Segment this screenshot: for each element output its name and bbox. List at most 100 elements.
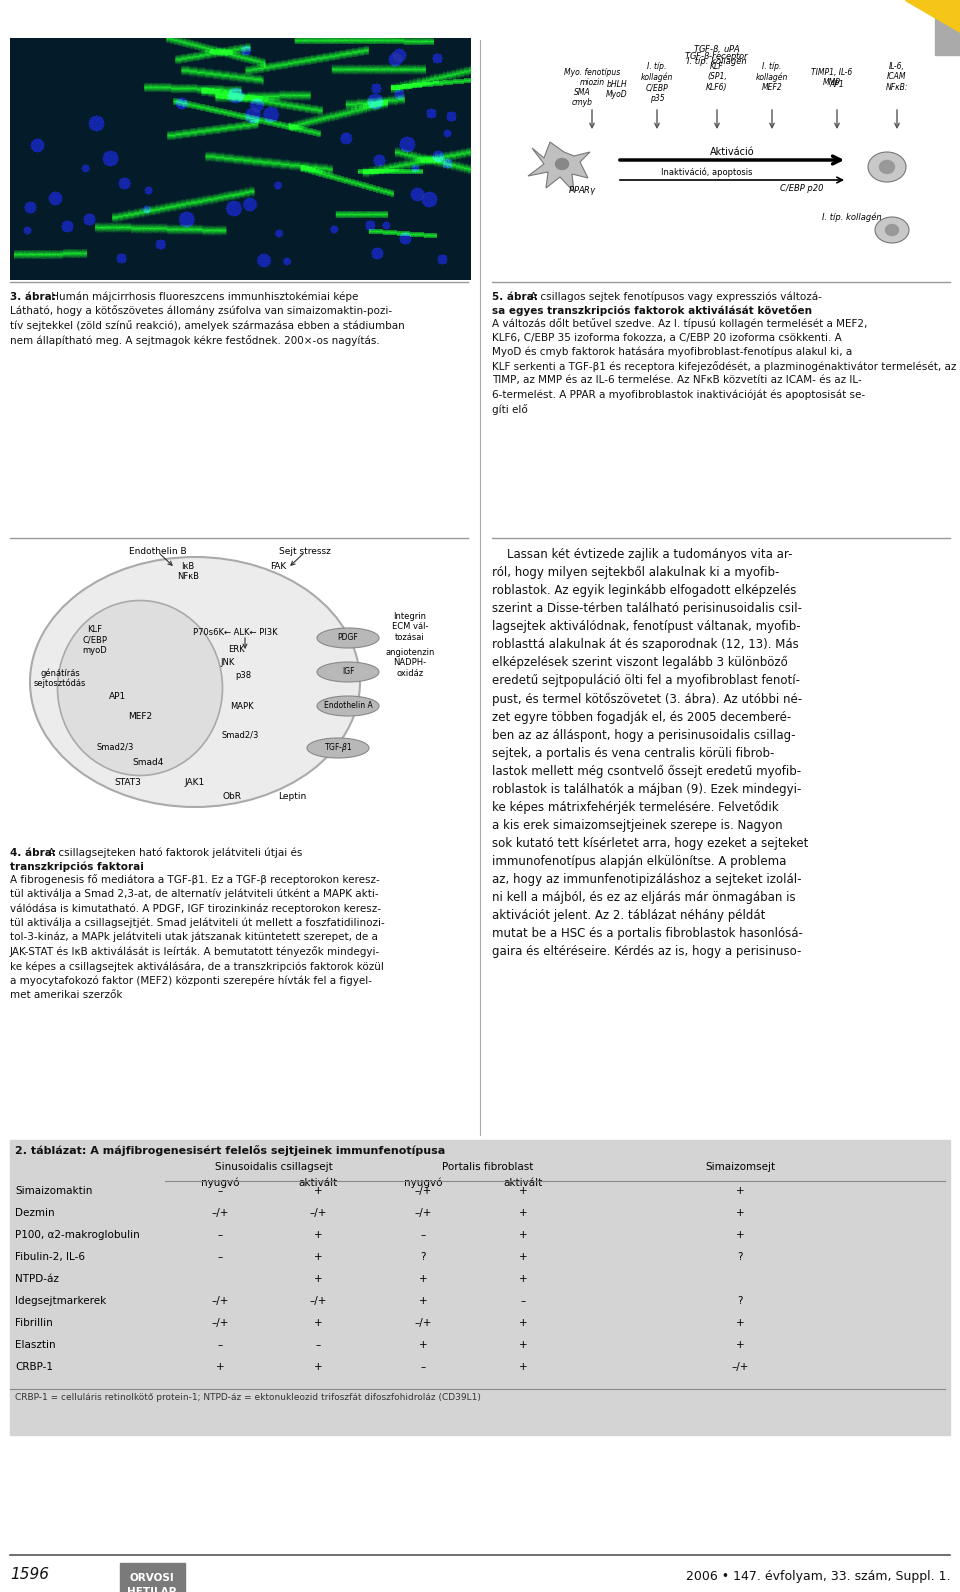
Text: –/+: –/+ (732, 1363, 749, 1372)
Text: angiotenzin
NADPH-
oxidáz: angiotenzin NADPH- oxidáz (385, 648, 435, 678)
Text: Leptin: Leptin (277, 791, 306, 801)
Text: 2006 • 147. évfolyam, 33. szám, Suppl. 1.: 2006 • 147. évfolyam, 33. szám, Suppl. 1… (685, 1570, 950, 1582)
Text: +: + (518, 1363, 527, 1372)
Text: Sejt stressz: Sejt stressz (279, 548, 331, 556)
Text: génátírás
sejtosztódás: génátírás sejtosztódás (34, 669, 86, 688)
Text: IL-6,
ICAM
NFκB:: IL-6, ICAM NFκB: (886, 62, 908, 92)
Text: Smad2/3: Smad2/3 (222, 731, 258, 739)
Text: Myo. fenotípus
miozin: Myo. fenotípus miozin (564, 68, 620, 88)
Text: p38: p38 (235, 670, 252, 680)
Text: ?: ? (737, 1251, 743, 1262)
Text: JNK: JNK (220, 657, 234, 667)
Text: sa egyes transzkripciós faktorok aktiválását követően: sa egyes transzkripciós faktorok aktivál… (492, 306, 812, 315)
Text: I. típ. kollagén: I. típ. kollagén (822, 212, 882, 221)
Text: –/+: –/+ (309, 1208, 326, 1218)
Text: A fibrogenesis fő mediátora a TGF-β1. Ez a TGF-β receptorokon keresz-
tül aktivá: A fibrogenesis fő mediátora a TGF-β1. Ez… (10, 874, 385, 1000)
Text: +: + (518, 1318, 527, 1328)
Text: 1596: 1596 (10, 1567, 49, 1582)
Text: Fibulin-2, IL-6: Fibulin-2, IL-6 (15, 1251, 85, 1262)
Text: bHLH
MyoD: bHLH MyoD (606, 80, 628, 99)
Text: –: – (316, 1340, 321, 1350)
Text: I. típ. kollagén: I. típ. kollagén (687, 57, 747, 67)
Text: CRBP-1: CRBP-1 (15, 1363, 53, 1372)
Text: Lassan két évtizede zajlik a tudományos vita ar-
ról, hogy milyen sejtekből alak: Lassan két évtizede zajlik a tudományos … (492, 548, 808, 958)
Text: +: + (314, 1318, 323, 1328)
Text: A csillagsejteken ható faktorok jelátviteli útjai és: A csillagsejteken ható faktorok jelátvit… (48, 849, 302, 858)
Text: +: + (518, 1274, 527, 1285)
Text: +: + (314, 1251, 323, 1262)
Text: –/+: –/+ (415, 1186, 432, 1196)
Text: aktivált: aktivált (503, 1178, 542, 1188)
Text: Smad2/3: Smad2/3 (96, 742, 133, 751)
Ellipse shape (317, 662, 379, 681)
Ellipse shape (875, 217, 909, 244)
Text: +: + (518, 1340, 527, 1350)
Text: Portalis fibroblast: Portalis fibroblast (442, 1162, 533, 1172)
Text: nyugvó: nyugvó (201, 1178, 239, 1189)
Text: ?: ? (420, 1251, 425, 1262)
Text: –: – (520, 1296, 526, 1305)
Text: PPAR$\gamma$: PPAR$\gamma$ (567, 185, 596, 197)
Text: –: – (420, 1231, 425, 1240)
Text: +: + (419, 1296, 427, 1305)
Text: +: + (518, 1186, 527, 1196)
Text: P100, α2-makroglobulin: P100, α2-makroglobulin (15, 1231, 140, 1240)
Text: I. típ.
kollagén
C/EBP
p35: I. típ. kollagén C/EBP p35 (641, 62, 673, 103)
Text: NTPD-áz: NTPD-áz (15, 1274, 59, 1285)
Text: +: + (735, 1208, 744, 1218)
Text: Aktiváció: Aktiváció (709, 146, 755, 158)
Text: TIMP1, IL-6
MMP: TIMP1, IL-6 MMP (811, 68, 852, 88)
Text: TGF-$\beta$, uPA: TGF-$\beta$, uPA (693, 43, 741, 56)
Text: +: + (314, 1363, 323, 1372)
Text: 5. ábra:: 5. ábra: (492, 291, 538, 302)
Text: Inaktiváció, apoptosis: Inaktiváció, apoptosis (661, 167, 753, 177)
Text: –: – (217, 1186, 223, 1196)
Text: +: + (518, 1231, 527, 1240)
Text: 3. ábra:: 3. ábra: (10, 291, 56, 302)
Text: AP1: AP1 (109, 693, 127, 700)
Text: KLF
(SP1,
KLF6): KLF (SP1, KLF6) (707, 62, 728, 92)
Text: –/+: –/+ (415, 1208, 432, 1218)
Text: Integrin
ECM vál-
tozásai: Integrin ECM vál- tozásai (392, 611, 428, 642)
Bar (10, 1140, 950, 1434)
Text: Endothelin B: Endothelin B (130, 548, 187, 556)
Text: +: + (216, 1363, 225, 1372)
Text: nyugvó: nyugvó (404, 1178, 443, 1189)
Text: 4. ábra:: 4. ábra: (10, 849, 56, 858)
Text: –/+: –/+ (211, 1318, 228, 1328)
Text: SMA
cmyb: SMA cmyb (571, 88, 592, 107)
Text: 2. táblázat: A májfibrogenesisért felelős sejtjeinek immunfenotípusa: 2. táblázat: A májfibrogenesisért felelő… (15, 1145, 445, 1156)
Text: Simaizomsejt: Simaizomsejt (705, 1162, 775, 1172)
Text: –: – (217, 1251, 223, 1262)
Text: HETILAP: HETILAP (128, 1587, 177, 1592)
Ellipse shape (879, 161, 895, 174)
Text: ORVOSI: ORVOSI (130, 1573, 175, 1582)
Text: TGF-$\beta$1: TGF-$\beta$1 (324, 742, 352, 755)
Text: +: + (314, 1231, 323, 1240)
Ellipse shape (868, 151, 906, 181)
Text: –: – (217, 1340, 223, 1350)
Text: ObR: ObR (223, 791, 242, 801)
Text: +: + (419, 1340, 427, 1350)
Text: IκB
NFκB: IκB NFκB (177, 562, 199, 581)
Text: IGF: IGF (342, 667, 354, 677)
Text: +: + (735, 1231, 744, 1240)
Ellipse shape (307, 739, 369, 758)
Text: KLF
C/EBP
myoD: KLF C/EBP myoD (83, 626, 108, 654)
Polygon shape (905, 0, 960, 32)
Text: MEF2: MEF2 (128, 712, 152, 721)
Ellipse shape (30, 557, 360, 807)
Text: A változás dőlt betűvel szedve. Az I. típusú kollagén termelését a MEF2,
KLF6, C: A változás dőlt betűvel szedve. Az I. tí… (492, 318, 960, 416)
Text: transzkripciós faktorai: transzkripciós faktorai (10, 861, 144, 871)
Text: JAK1: JAK1 (185, 778, 205, 786)
Text: +: + (314, 1274, 323, 1285)
Ellipse shape (556, 159, 568, 169)
Text: FAK: FAK (270, 562, 286, 572)
Text: +: + (735, 1340, 744, 1350)
Ellipse shape (885, 224, 899, 236)
Ellipse shape (58, 600, 223, 775)
Text: +: + (314, 1186, 323, 1196)
Text: –/+: –/+ (415, 1318, 432, 1328)
Text: AP1: AP1 (829, 80, 845, 89)
Text: –: – (420, 1363, 425, 1372)
